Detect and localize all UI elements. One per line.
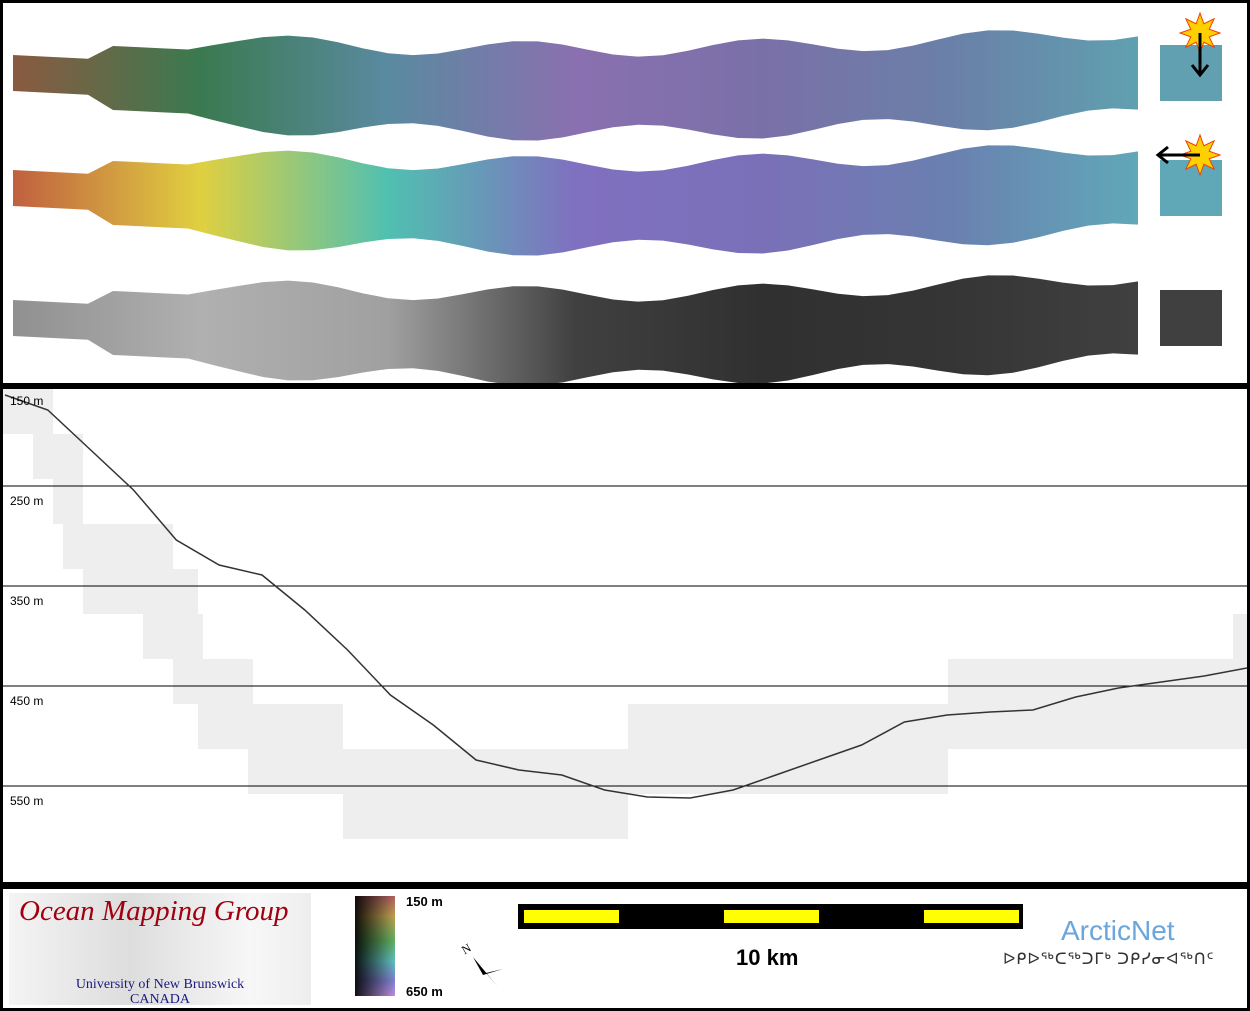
swath-tile — [1233, 614, 1247, 659]
depth-shaded-sun-north-strip — [13, 30, 1138, 141]
logo-university: University of New Brunswick — [75, 977, 245, 992]
swath-tile — [33, 434, 83, 479]
depth-label-550: 550 m — [10, 794, 44, 808]
arcticnet-logo: ArcticNet — [1061, 915, 1175, 946]
backscatter-strip — [13, 275, 1138, 386]
swath-tile — [63, 524, 173, 569]
swath-tile — [83, 569, 198, 614]
north-label: N — [459, 940, 474, 957]
depth-label-350: 350 m — [10, 594, 44, 608]
swath-tile — [143, 614, 203, 659]
swath-tile — [343, 794, 628, 839]
logo-title: Ocean Mapping Group — [19, 895, 289, 927]
scale-bar — [518, 904, 1023, 929]
colorbar-top-label: 150 m — [406, 894, 443, 909]
profile-svg — [3, 389, 1248, 839]
depth-label-250: 250 m — [10, 494, 44, 508]
logo-country: CANADA — [130, 992, 190, 1007]
depth-shaded-sun-east-strip — [13, 145, 1138, 256]
depth-profile-panel: 150 m 250 m 350 m 450 m 550 m — [3, 389, 1248, 882]
depth-label-150: 150 m — [10, 394, 44, 408]
depth-shaded-sun-north-strip-end — [1160, 45, 1222, 101]
seafloor-profile-line — [4, 394, 1248, 799]
swath-tile — [948, 659, 1248, 749]
arcticnet-syllabics: ᐅᑭᐅᖅᑕᖅᑐᒥᒃ ᑐᑭᓯᓂᐊᖅᑎᑦ — [1003, 951, 1215, 968]
swath-tile — [628, 704, 953, 749]
depth-colorbar — [355, 896, 395, 996]
backscatter-strip-end — [1160, 290, 1222, 346]
depth-shaded-sun-east-strip-end — [1160, 160, 1222, 216]
swath-tile — [198, 704, 343, 749]
depth-label-450: 450 m — [10, 694, 44, 708]
colorbar-bottom-label: 650 m — [406, 984, 443, 999]
swath-tile — [173, 659, 253, 704]
legend-footer: Ocean Mapping Group University of New Br… — [3, 889, 1247, 1008]
multibeam-map-panel — [3, 3, 1247, 386]
scale-label: 10 km — [736, 945, 799, 970]
ocean-mapping-group-logo: Ocean Mapping Group University of New Br… — [9, 893, 311, 1007]
survey-strips — [13, 11, 1222, 386]
north-arrow-icon: N — [459, 940, 503, 987]
